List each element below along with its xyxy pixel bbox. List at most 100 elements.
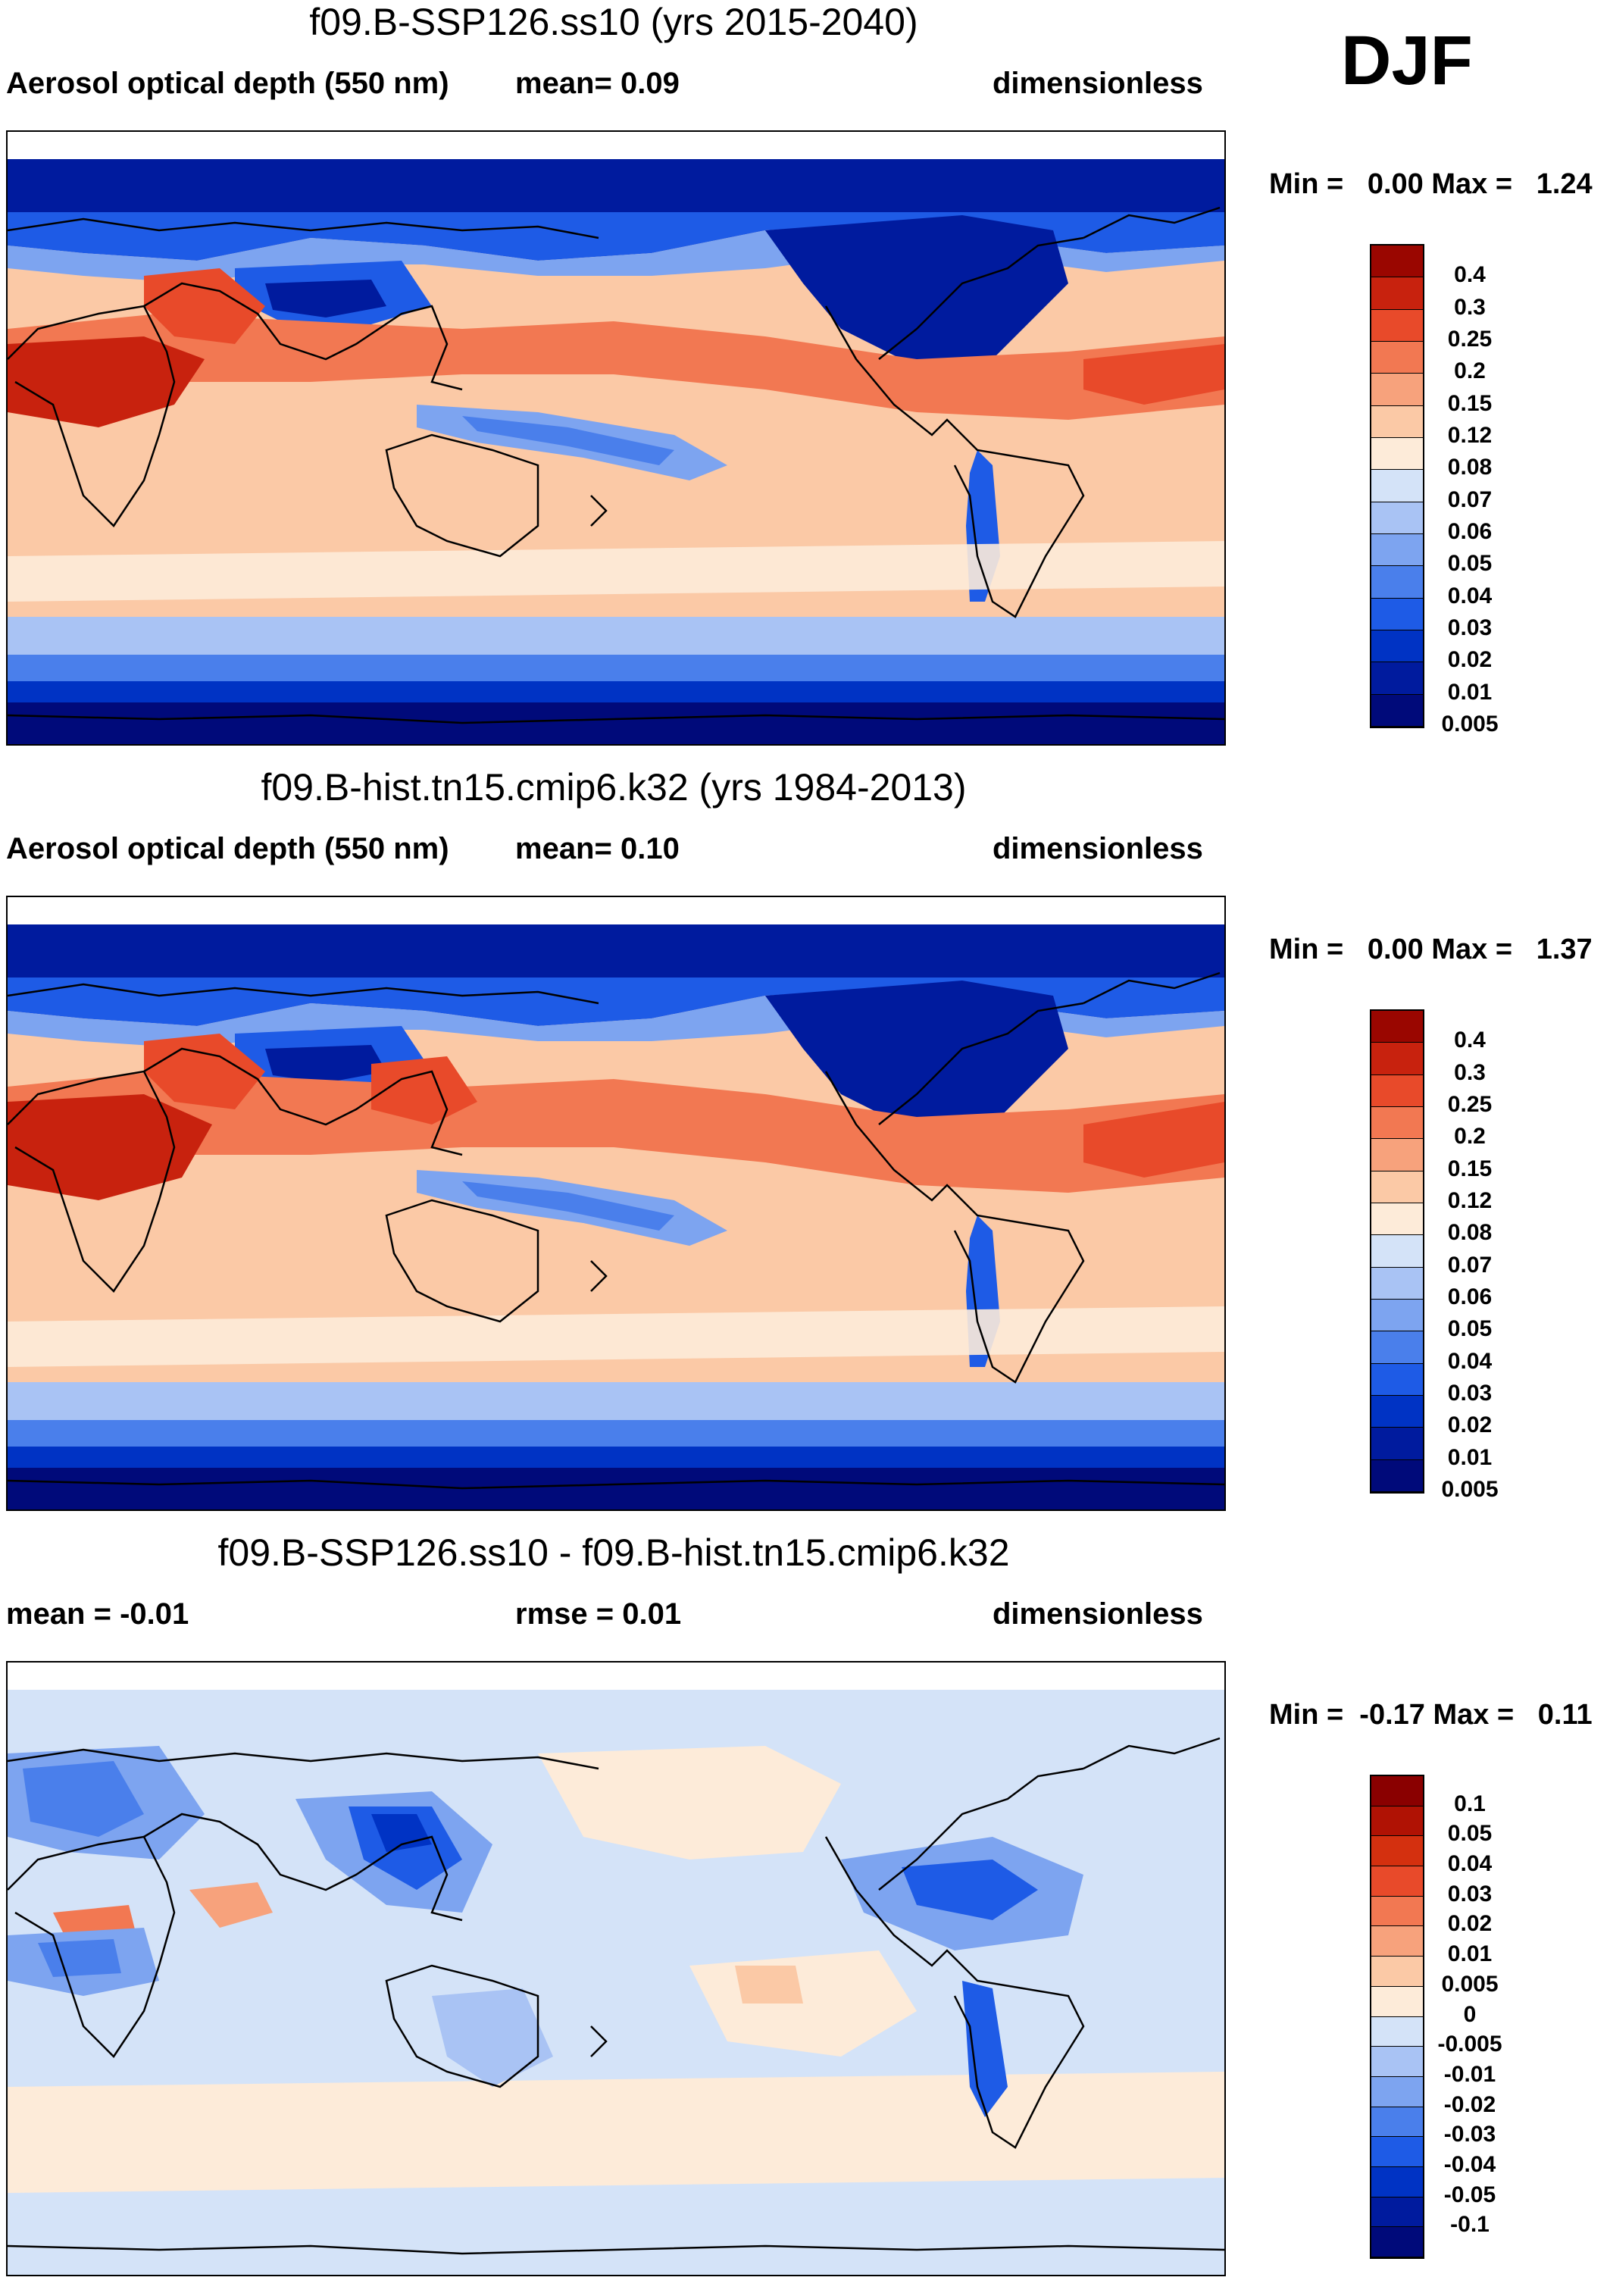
min-max-label: Min = -0.17 Max = 0.11 (1269, 1699, 1593, 1731)
panel-title: f09.B-hist.tn15.cmip6.k32 (yrs 1984-2013… (261, 766, 967, 809)
units-label: dimensionless (993, 832, 1203, 865)
colorbar-label: 0.005 (1441, 712, 1499, 737)
colorbar-swatch (1371, 309, 1423, 342)
map-frame (6, 896, 1226, 1511)
colorbar-swatch (1371, 1363, 1423, 1396)
mean-label: mean = -0.01 (6, 1597, 189, 1631)
colorbar-swatch (1371, 1011, 1423, 1043)
colorbar-label: -0.03 (1443, 2122, 1496, 2147)
colorbar-swatch (1371, 1203, 1423, 1236)
colorbar-label: 0.3 (1454, 1059, 1486, 1085)
min-max-label: Min = 0.00 Max = 1.24 (1269, 168, 1593, 200)
colorbar-label: 0.02 (1447, 1412, 1493, 1438)
colorbar-label: 0.005 (1441, 1971, 1499, 1997)
colorbar-swatch (1371, 374, 1423, 406)
colorbar-swatch (1371, 534, 1423, 567)
colorbar-label: 0.03 (1447, 615, 1493, 640)
map-frame (6, 130, 1226, 746)
colorbar-label: 0.04 (1447, 583, 1493, 608)
colorbar-label: -0.005 (1437, 2032, 1502, 2057)
panel-hist: f09.B-hist.tn15.cmip6.k32 (yrs 1984-2013… (0, 765, 1610, 1531)
colorbar-label: 0 (1463, 2001, 1477, 2027)
colorbar-label: 0.01 (1447, 1444, 1493, 1470)
colorbar-swatch (1371, 1300, 1423, 1332)
panel-difference: f09.B-SSP126.ss10 - f09.B-hist.tn15.cmip… (0, 1531, 1610, 2296)
colorbar-swatch (1371, 470, 1423, 502)
colorbar-swatch (1371, 1235, 1423, 1268)
colorbar (1370, 244, 1424, 728)
variable-label: Aerosol optical depth (550 nm) (6, 832, 449, 865)
units-label: dimensionless (993, 67, 1203, 100)
colorbar-label: 0.01 (1447, 1941, 1493, 1967)
colorbar-swatch (1371, 598, 1423, 630)
colorbar-label: 0.005 (1441, 1477, 1499, 1502)
map-frame (6, 1661, 1226, 2276)
colorbar-swatch (1371, 2107, 1423, 2138)
colorbar-label: 0.15 (1447, 390, 1493, 416)
colorbar-swatch (1371, 630, 1423, 663)
colorbar-label: 0.12 (1447, 423, 1493, 448)
colorbar-label: 0.05 (1447, 1316, 1493, 1342)
colorbar (1370, 1009, 1424, 1494)
colorbar-label: -0.02 (1443, 2091, 1496, 2117)
colorbar-swatch (1371, 566, 1423, 599)
colorbar-label: 0.12 (1447, 1188, 1493, 1213)
mean-label: mean= 0.09 (515, 67, 680, 100)
colorbar-swatch (1371, 2137, 1423, 2167)
colorbar-label: 0.05 (1447, 551, 1493, 577)
colorbar-swatch (1371, 1139, 1423, 1171)
colorbar-swatch (1371, 694, 1423, 727)
colorbar-label: 0.01 (1447, 679, 1493, 705)
colorbar-label: 0.03 (1447, 1881, 1493, 1907)
colorbar-label: 0.4 (1454, 1028, 1486, 1053)
mean-label: mean= 0.10 (515, 832, 680, 865)
colorbar-label: 0.08 (1447, 455, 1493, 480)
colorbar (1370, 1775, 1424, 2259)
colorbar-swatch (1371, 1459, 1423, 1492)
colorbar-swatch (1371, 1267, 1423, 1300)
colorbar-swatch (1371, 1926, 1423, 1957)
colorbar-swatch (1371, 1396, 1423, 1428)
colorbar-swatch (1371, 662, 1423, 695)
colorbar-label: 0.2 (1454, 358, 1486, 384)
colorbar-label: 0.1 (1454, 1791, 1486, 1816)
colorbar-swatch (1371, 2227, 1423, 2257)
colorbar-label: 0.3 (1454, 294, 1486, 320)
colorbar-label: -0.01 (1443, 2061, 1496, 2087)
colorbar-label: -0.05 (1443, 2182, 1496, 2207)
colorbar-label: 0.04 (1447, 1348, 1493, 1374)
units-label: dimensionless (993, 1597, 1203, 1631)
colorbar-swatch (1371, 1107, 1423, 1140)
colorbar-swatch (1371, 1074, 1423, 1107)
colorbar-label: 0.06 (1447, 519, 1493, 544)
colorbar-label: -0.1 (1450, 2212, 1490, 2238)
season-label: DJF (1341, 22, 1473, 99)
colorbar-label: 0.2 (1454, 1124, 1486, 1150)
colorbar-swatch (1371, 2166, 1423, 2197)
colorbar-label: 0.07 (1447, 486, 1493, 512)
colorbar-swatch (1371, 405, 1423, 438)
colorbar-swatch (1371, 2197, 1423, 2228)
colorbar-label: 0.25 (1447, 1092, 1493, 1117)
colorbar-swatch (1371, 1986, 1423, 2017)
colorbar-swatch (1371, 1171, 1423, 1203)
colorbar-swatch (1371, 2047, 1423, 2077)
colorbar-swatch (1371, 502, 1423, 534)
panel-title: f09.B-SSP126.ss10 (yrs 2015-2040) (309, 1, 918, 43)
colorbar-label: 0.15 (1447, 1156, 1493, 1181)
colorbar-swatch (1371, 277, 1423, 310)
colorbar-label: 0.06 (1447, 1284, 1493, 1309)
colorbar-swatch (1371, 2016, 1423, 2047)
colorbar-swatch (1371, 438, 1423, 471)
panel-title: f09.B-SSP126.ss10 - f09.B-hist.tn15.cmip… (217, 1531, 1010, 1574)
colorbar-swatch (1371, 1776, 1423, 1806)
colorbar-swatch (1371, 1896, 1423, 1927)
colorbar-label: 0.04 (1447, 1851, 1493, 1877)
variable-label: Aerosol optical depth (550 nm) (6, 67, 449, 100)
colorbar-label: 0.08 (1447, 1220, 1493, 1246)
colorbar-swatch (1371, 342, 1423, 374)
panel-ssp126: f09.B-SSP126.ss10 (yrs 2015-2040) Aeroso… (0, 0, 1610, 765)
rmse-label: rmse = 0.01 (515, 1597, 682, 1631)
colorbar-swatch (1371, 1806, 1423, 1837)
colorbar-label: -0.04 (1443, 2151, 1496, 2177)
